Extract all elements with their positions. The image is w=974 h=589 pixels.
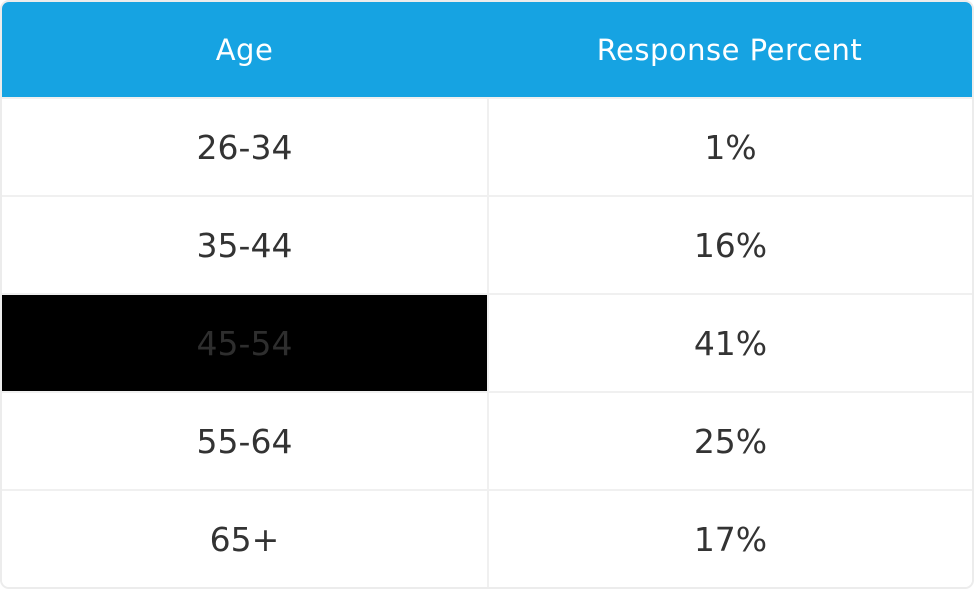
column-header-age: Age [2, 2, 487, 97]
column-header-response-percent: Response Percent [487, 2, 972, 97]
age-cell-45-54-highlighted: 45-54 [2, 293, 487, 391]
age-cell-35-44: 35-44 [2, 195, 487, 293]
percent-cell-35-44: 16% [487, 195, 972, 293]
age-cell-55-64: 55-64 [2, 391, 487, 489]
percent-cell-26-34: 1% [487, 97, 972, 195]
percent-cell-55-64: 25% [487, 391, 972, 489]
age-cell-26-34: 26-34 [2, 97, 487, 195]
percent-cell-45-54: 41% [487, 293, 972, 391]
percent-cell-65-plus: 17% [487, 489, 972, 587]
age-cell-65-plus: 65+ [2, 489, 487, 587]
